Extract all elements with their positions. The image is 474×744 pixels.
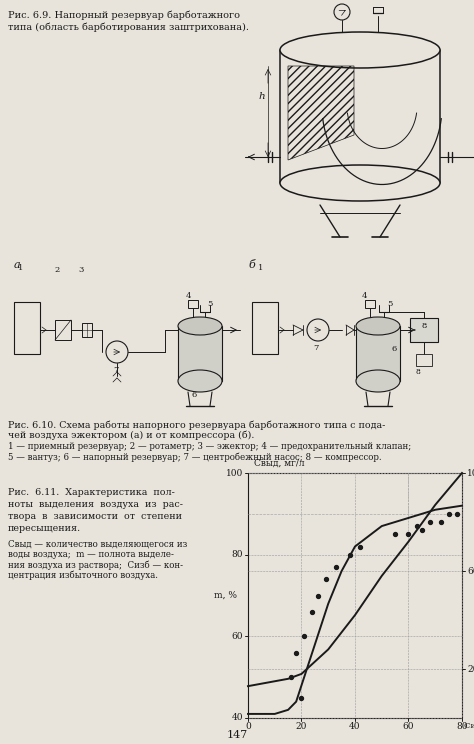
Text: 1: 1 xyxy=(18,264,23,272)
Circle shape xyxy=(307,319,329,341)
Text: 100: 100 xyxy=(226,469,243,478)
Bar xyxy=(188,300,198,308)
Text: Свыд — количество выделяющегося из: Свыд — количество выделяющегося из xyxy=(8,540,187,549)
Text: 147: 147 xyxy=(227,730,247,740)
Text: 20: 20 xyxy=(467,664,474,673)
Point xyxy=(413,520,420,532)
Text: Рис. 6.10. Схема работы напорного резервуара барботажного типа с пода-: Рис. 6.10. Схема работы напорного резерв… xyxy=(8,420,385,429)
Text: 8: 8 xyxy=(416,368,421,376)
Ellipse shape xyxy=(280,165,440,201)
Ellipse shape xyxy=(178,317,222,335)
Text: 2: 2 xyxy=(54,266,59,274)
Point xyxy=(322,573,329,585)
Bar xyxy=(82,323,92,337)
Point xyxy=(292,647,300,658)
Text: 7: 7 xyxy=(313,344,319,352)
Text: Рис. 6.9. Напорный резервуар барботажного: Рис. 6.9. Напорный резервуар барботажног… xyxy=(8,10,240,19)
Bar xyxy=(416,354,432,366)
Point xyxy=(437,516,445,528)
Bar xyxy=(410,318,438,342)
Text: 60: 60 xyxy=(467,566,474,576)
Text: а: а xyxy=(14,260,21,270)
Bar xyxy=(365,300,375,308)
Point xyxy=(346,549,354,561)
Text: 100: 100 xyxy=(467,469,474,478)
Point xyxy=(392,528,399,540)
Text: центрация избыточного воздуха.: центрация избыточного воздуха. xyxy=(8,570,158,580)
Text: 6: 6 xyxy=(392,345,397,353)
Ellipse shape xyxy=(356,317,400,335)
Ellipse shape xyxy=(178,370,222,392)
Text: 60: 60 xyxy=(403,722,414,731)
Text: 5: 5 xyxy=(387,300,392,308)
Text: пересыщения.: пересыщения. xyxy=(8,524,81,533)
Point xyxy=(405,528,412,540)
Text: твора  в  зависимости  от  степени: твора в зависимости от степени xyxy=(8,512,182,521)
Bar xyxy=(178,326,222,381)
Point xyxy=(445,508,452,520)
Point xyxy=(453,508,460,520)
Text: 8: 8 xyxy=(421,322,427,330)
Text: б: б xyxy=(248,260,255,270)
Point xyxy=(418,525,426,536)
Text: чей воздуха эжектором (а) и от компрессора (б).: чей воздуха эжектором (а) и от компрессо… xyxy=(8,431,255,440)
Bar xyxy=(356,326,400,381)
Text: 40: 40 xyxy=(349,722,361,731)
Point xyxy=(426,516,434,528)
Text: 4: 4 xyxy=(362,292,367,300)
Point xyxy=(356,541,364,553)
Text: типа (область барботирования заштрихована).: типа (область барботирования заштрихован… xyxy=(8,22,249,31)
Circle shape xyxy=(106,341,128,363)
Text: 3: 3 xyxy=(78,266,83,274)
Point xyxy=(301,630,308,642)
Text: h: h xyxy=(259,92,265,101)
Text: 7: 7 xyxy=(113,366,118,374)
Point xyxy=(314,589,321,601)
Text: 1: 1 xyxy=(258,264,264,272)
Text: Свыд, мг/л: Свыд, мг/л xyxy=(254,459,304,468)
Point xyxy=(332,561,340,573)
Text: 40: 40 xyxy=(231,713,243,722)
Text: m, %: m, % xyxy=(215,591,237,600)
Bar xyxy=(55,320,71,340)
Text: воды воздуха;  m — полнота выделе-: воды воздуха; m — полнота выделе- xyxy=(8,550,174,559)
Ellipse shape xyxy=(280,32,440,68)
Text: 80: 80 xyxy=(456,722,468,731)
Bar xyxy=(252,302,278,354)
Text: 5: 5 xyxy=(207,300,212,308)
Text: Рис.  6.11.  Характеристика  пол-: Рис. 6.11. Характеристика пол- xyxy=(8,488,175,497)
Point xyxy=(287,671,295,683)
Text: 20: 20 xyxy=(296,722,307,731)
Point xyxy=(309,606,316,618)
Text: 0: 0 xyxy=(245,722,251,731)
Text: 4: 4 xyxy=(186,292,191,300)
Text: Сизб, мг/л: Сизб, мг/л xyxy=(464,722,474,730)
Text: 60: 60 xyxy=(231,632,243,641)
Text: 80: 80 xyxy=(231,550,243,559)
Circle shape xyxy=(334,4,350,20)
Bar xyxy=(248,473,462,718)
Point xyxy=(298,692,305,704)
Text: 5 — вантуз; 6 — напорный резервуар; 7 — центробежный насос; 8 — компрессор.: 5 — вантуз; 6 — напорный резервуар; 7 — … xyxy=(8,452,382,461)
Text: ноты  выделения  воздуха  из  рас-: ноты выделения воздуха из рас- xyxy=(8,500,183,509)
Text: 6: 6 xyxy=(192,391,197,399)
Bar xyxy=(14,302,40,354)
Ellipse shape xyxy=(356,370,400,392)
Text: 1 — приемный резервуар; 2 — ротаметр; 3 — эжектор; 4 — предохранительный клапан;: 1 — приемный резервуар; 2 — ротаметр; 3 … xyxy=(8,442,411,451)
Text: ния воздуха из раствора;  Сизб — кон-: ния воздуха из раствора; Сизб — кон- xyxy=(8,560,183,569)
